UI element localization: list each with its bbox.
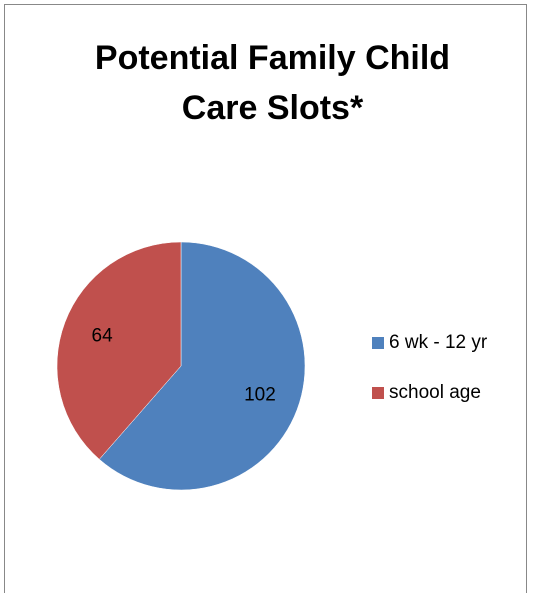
data-label: 64 [92, 325, 114, 346]
legend-label: school age [389, 382, 481, 403]
legend-swatch [372, 387, 384, 399]
legend-label: 6 wk - 12 yr [389, 332, 488, 353]
legend-swatch [372, 337, 384, 349]
chart-border [4, 4, 527, 593]
chart-title: Potential Family Child Care Slots* [94, 39, 451, 127]
pie-slice [98, 241, 306, 491]
pie-slice [56, 241, 182, 460]
data-label: 102 [244, 385, 276, 406]
